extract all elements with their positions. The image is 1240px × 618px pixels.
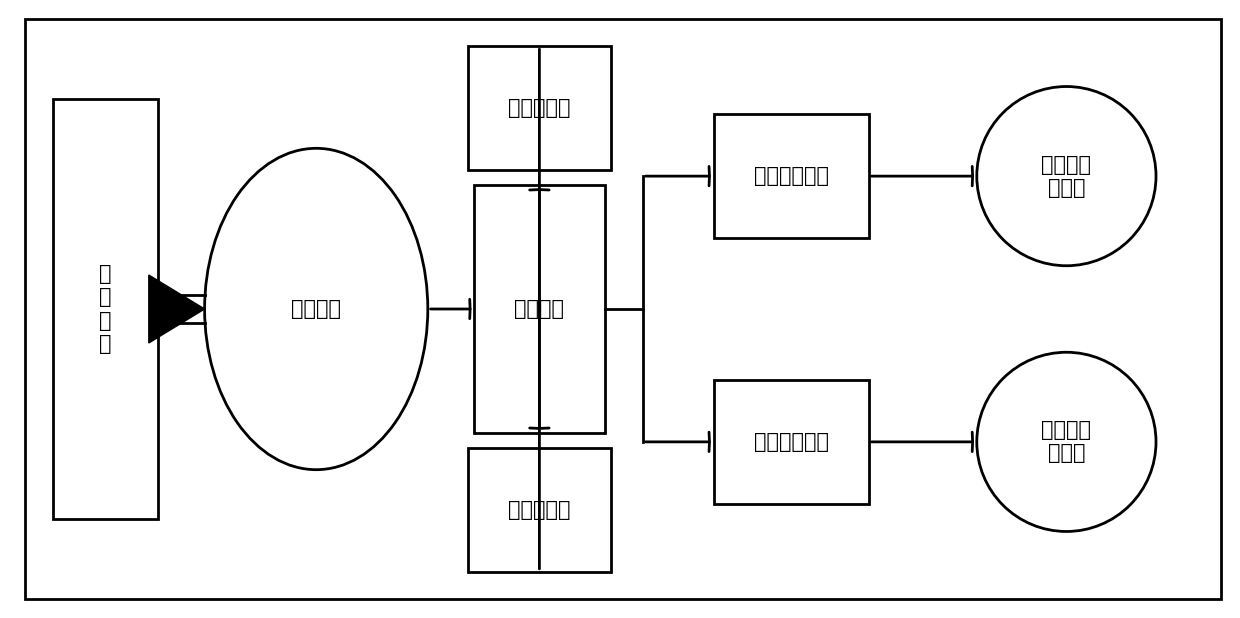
Text: 传感器模块: 传感器模块	[508, 500, 570, 520]
Ellipse shape	[977, 352, 1156, 531]
Bar	[714, 114, 868, 238]
Text: 全向轮结
构模块: 全向轮结 构模块	[1042, 154, 1091, 198]
Text: 主控模块: 主控模块	[515, 299, 564, 319]
Bar	[474, 185, 605, 433]
Bar	[469, 46, 611, 170]
Bar	[469, 448, 611, 572]
Polygon shape	[149, 275, 205, 343]
Text: 机械臂结
构模块: 机械臂结 构模块	[1042, 420, 1091, 464]
Ellipse shape	[205, 148, 428, 470]
Ellipse shape	[977, 87, 1156, 266]
Text: 舐机驱动模块: 舐机驱动模块	[754, 432, 828, 452]
Bar	[52, 99, 159, 519]
Text: 电机驱动模块: 电机驱动模块	[754, 166, 828, 186]
Text: 视觉模块: 视觉模块	[291, 299, 341, 319]
Bar	[714, 380, 868, 504]
Text: 电
源
模
块: 电 源 模 块	[99, 265, 112, 353]
Text: 超声波模块: 超声波模块	[508, 98, 570, 118]
